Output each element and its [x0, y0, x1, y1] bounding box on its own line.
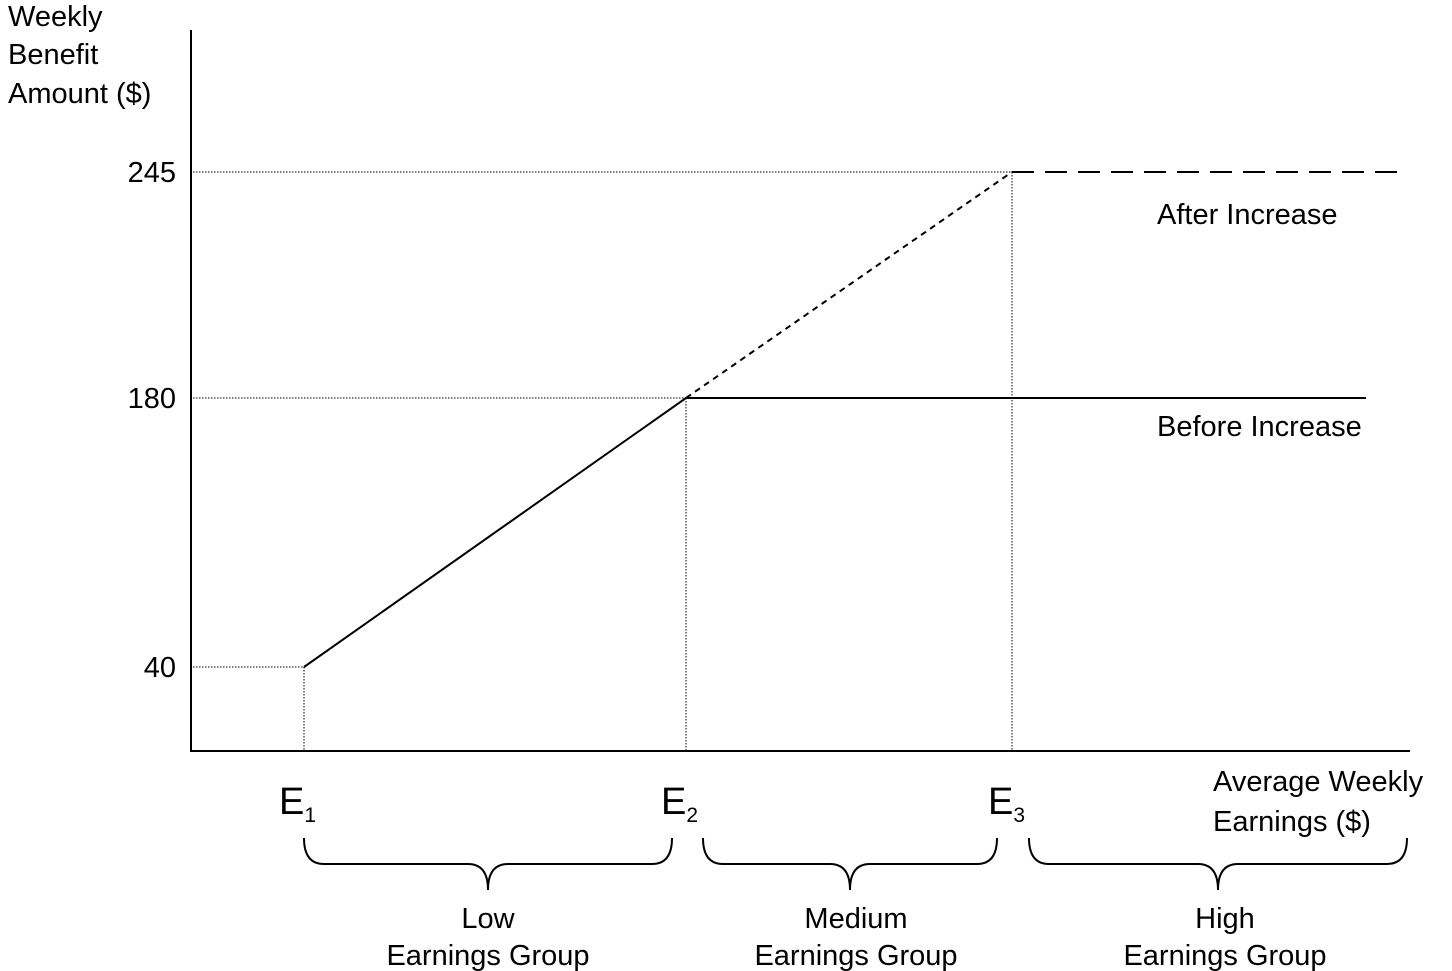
y-axis-title-line-3: Amount ($) [8, 78, 151, 110]
group-label-high-line-2: Earnings Group [1123, 940, 1326, 971]
y-axis-title-line-2: Benefit [8, 39, 98, 71]
brace-low-group [303, 837, 673, 891]
x-tick-label-e3: E3 [988, 781, 1025, 827]
brace-high-group [1028, 837, 1408, 891]
brace-medium-group [702, 837, 998, 891]
series-label-after-increase: After Increase [1157, 199, 1338, 231]
x-axis-title-line-1: Average Weekly [1213, 766, 1424, 798]
group-label-high-line-1: High [1195, 903, 1255, 935]
x-axis-title-line-2: Earnings ($) [1213, 806, 1371, 838]
series-after-increase-slope [685, 171, 1013, 399]
x-tick-label-e1: E1 [279, 781, 316, 827]
y-tick-label-180: 180 [128, 383, 176, 415]
group-label-low-line-1: Low [461, 903, 515, 935]
series-label-before-increase: Before Increase [1157, 411, 1362, 443]
y-axis-title-line-1: Weekly [8, 1, 103, 33]
group-label-medium-line-2: Earnings Group [754, 940, 957, 971]
x-tick-label-e2: E2 [661, 781, 698, 827]
y-tick-label-245: 245 [128, 157, 176, 189]
group-label-low-line-2: Earnings Group [386, 940, 589, 971]
y-tick-label-40: 40 [144, 652, 176, 684]
group-label-medium-line-1: Medium [804, 903, 907, 935]
